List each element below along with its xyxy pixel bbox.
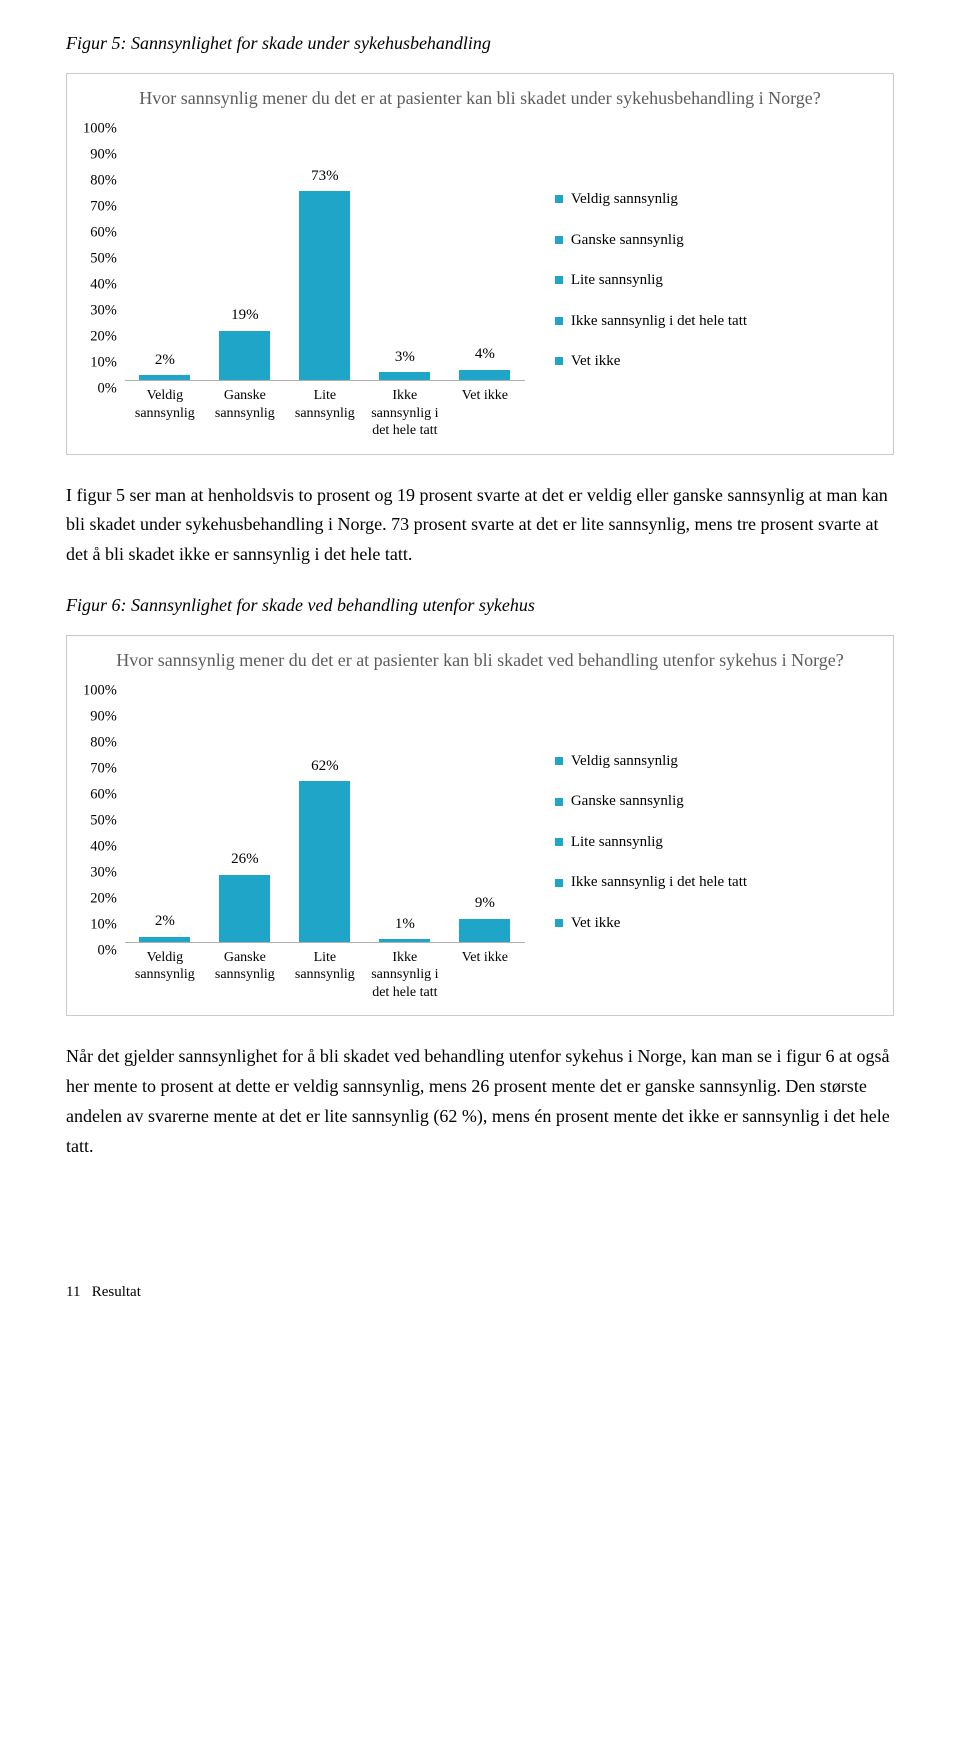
- chart2-plot: 100% 90% 80% 70% 60% 50% 40% 30% 20% 10%…: [83, 683, 525, 1002]
- bar: [379, 939, 430, 942]
- bar-value-label: 1%: [395, 913, 415, 936]
- x-label: Veldig sannsynlig: [125, 381, 205, 440]
- legend-item: Veldig sannsynlig: [555, 188, 877, 211]
- bar: [219, 331, 270, 380]
- chart1-xlabels: Veldig sannsynligGanske sannsynligLite s…: [125, 381, 525, 440]
- legend-item: Ganske sannsynlig: [555, 790, 877, 813]
- legend-swatch-icon: [555, 357, 563, 365]
- legend-swatch-icon: [555, 195, 563, 203]
- bar-slot: 73%: [285, 121, 365, 380]
- bar-slot: 4%: [445, 121, 525, 380]
- bar-value-label: 3%: [395, 346, 415, 369]
- x-label: Lite sannsynlig: [285, 381, 365, 440]
- legend-label: Veldig sannsynlig: [571, 750, 678, 773]
- x-label: Vet ikke: [445, 943, 525, 1002]
- bar-value-label: 4%: [475, 343, 495, 366]
- legend-label: Lite sannsynlig: [571, 831, 663, 854]
- legend-label: Ikke sannsynlig i det hele tatt: [571, 871, 747, 894]
- bar-slot: 3%: [365, 121, 445, 380]
- chart2-xlabels: Veldig sannsynligGanske sannsynligLite s…: [125, 943, 525, 1002]
- legend-item: Ikke sannsynlig i det hele tatt: [555, 871, 877, 894]
- legend-label: Ganske sannsynlig: [571, 790, 684, 813]
- x-label: Ganske sannsynlig: [205, 943, 285, 1002]
- chart2-container: Hvor sannsynlig mener du det er at pasie…: [66, 635, 894, 1017]
- page-footer: 11 Resultat: [66, 1281, 894, 1304]
- bar: [299, 191, 350, 380]
- legend-item: Ganske sannsynlig: [555, 229, 877, 252]
- bar: [299, 781, 350, 942]
- x-label: Ganske sannsynlig: [205, 381, 285, 440]
- x-label: Vet ikke: [445, 381, 525, 440]
- bar-slot: 1%: [365, 683, 445, 942]
- chart2-legend: Veldig sannsynlig Ganske sannsynlig Lite s…: [525, 683, 877, 1002]
- legend-label: Veldig sannsynlig: [571, 188, 678, 211]
- legend-swatch-icon: [555, 757, 563, 765]
- legend-label: Ikke sannsynlig i det hele tatt: [571, 310, 747, 333]
- chart1-plot: 100% 90% 80% 70% 60% 50% 40% 30% 20% 10%…: [83, 121, 525, 440]
- bar-slot: 26%: [205, 683, 285, 942]
- legend-swatch-icon: [555, 236, 563, 244]
- bar-value-label: 9%: [475, 892, 495, 915]
- x-label: Ikke sannsynlig i det hele tatt: [365, 943, 445, 1002]
- chart2-yaxis: 100% 90% 80% 70% 60% 50% 40% 30% 20% 10%…: [83, 683, 125, 943]
- legend-swatch-icon: [555, 317, 563, 325]
- legend-label: Ganske sannsynlig: [571, 229, 684, 252]
- x-label: Ikke sannsynlig i det hele tatt: [365, 381, 445, 440]
- legend-item: Lite sannsynlig: [555, 269, 877, 292]
- bar-value-label: 2%: [155, 349, 175, 372]
- bar: [219, 875, 270, 942]
- chart1-legend: Veldig sannsynlig Ganske sannsynlig Lite s…: [525, 121, 877, 440]
- chart2-bars-wrap: 2% 26% 62% 1% 9% Veldig sannsynligGanske san…: [125, 683, 525, 1002]
- legend-item: Lite sannsynlig: [555, 831, 877, 854]
- bar-value-label: 19%: [231, 304, 259, 327]
- legend-item: Veldig sannsynlig: [555, 750, 877, 773]
- legend-label: Vet ikke: [571, 912, 621, 935]
- chart2-row: 100% 90% 80% 70% 60% 50% 40% 30% 20% 10%…: [83, 683, 877, 1002]
- legend-swatch-icon: [555, 276, 563, 284]
- legend-item: Ikke sannsynlig i det hele tatt: [555, 310, 877, 333]
- figure6-caption: Figur 6: Sannsynlighet for skade ved beh…: [66, 592, 894, 619]
- chart1-container: Hvor sannsynlig mener du det er at pasie…: [66, 73, 894, 455]
- legend-swatch-icon: [555, 879, 563, 887]
- chart2-title: Hvor sannsynlig mener du det er at pasie…: [83, 648, 877, 673]
- legend-label: Lite sannsynlig: [571, 269, 663, 292]
- paragraph2: Når det gjelder sannsynlighet for å bli …: [66, 1042, 894, 1161]
- legend-label: Vet ikke: [571, 350, 621, 373]
- paragraph1: I figur 5 ser man at henholdsvis to pros…: [66, 481, 894, 570]
- legend-item: Vet ikke: [555, 350, 877, 373]
- bar-value-label: 2%: [155, 910, 175, 933]
- bar-slot: 62%: [285, 683, 365, 942]
- x-label: Veldig sannsynlig: [125, 943, 205, 1002]
- bar-value-label: 62%: [311, 755, 339, 778]
- bar: [379, 372, 430, 380]
- legend-swatch-icon: [555, 919, 563, 927]
- bar-value-label: 73%: [311, 165, 339, 188]
- chart1-title: Hvor sannsynlig mener du det er at pasie…: [83, 86, 877, 111]
- chart1-row: 100% 90% 80% 70% 60% 50% 40% 30% 20% 10%…: [83, 121, 877, 440]
- chart1-bars-wrap: 2% 19% 73% 3% 4% Veldig sannsynligGanske san…: [125, 121, 525, 440]
- figure5-caption: Figur 5: Sannsynlighet for skade under s…: [66, 30, 894, 57]
- bar: [459, 370, 510, 380]
- chart1-bars: 2% 19% 73% 3% 4%: [125, 121, 525, 381]
- bar-value-label: 26%: [231, 848, 259, 871]
- bar-slot: 19%: [205, 121, 285, 380]
- legend-swatch-icon: [555, 798, 563, 806]
- bar-slot: 2%: [125, 683, 205, 942]
- bar: [459, 919, 510, 942]
- bar: [139, 375, 190, 380]
- page-number: 11: [66, 1284, 80, 1300]
- bar-slot: 2%: [125, 121, 205, 380]
- bar: [139, 937, 190, 942]
- x-label: Lite sannsynlig: [285, 943, 365, 1002]
- section-name: Resultat: [92, 1284, 141, 1300]
- chart2-bars: 2% 26% 62% 1% 9%: [125, 683, 525, 943]
- bar-slot: 9%: [445, 683, 525, 942]
- chart1-yaxis: 100% 90% 80% 70% 60% 50% 40% 30% 20% 10%…: [83, 121, 125, 381]
- legend-swatch-icon: [555, 838, 563, 846]
- legend-item: Vet ikke: [555, 912, 877, 935]
